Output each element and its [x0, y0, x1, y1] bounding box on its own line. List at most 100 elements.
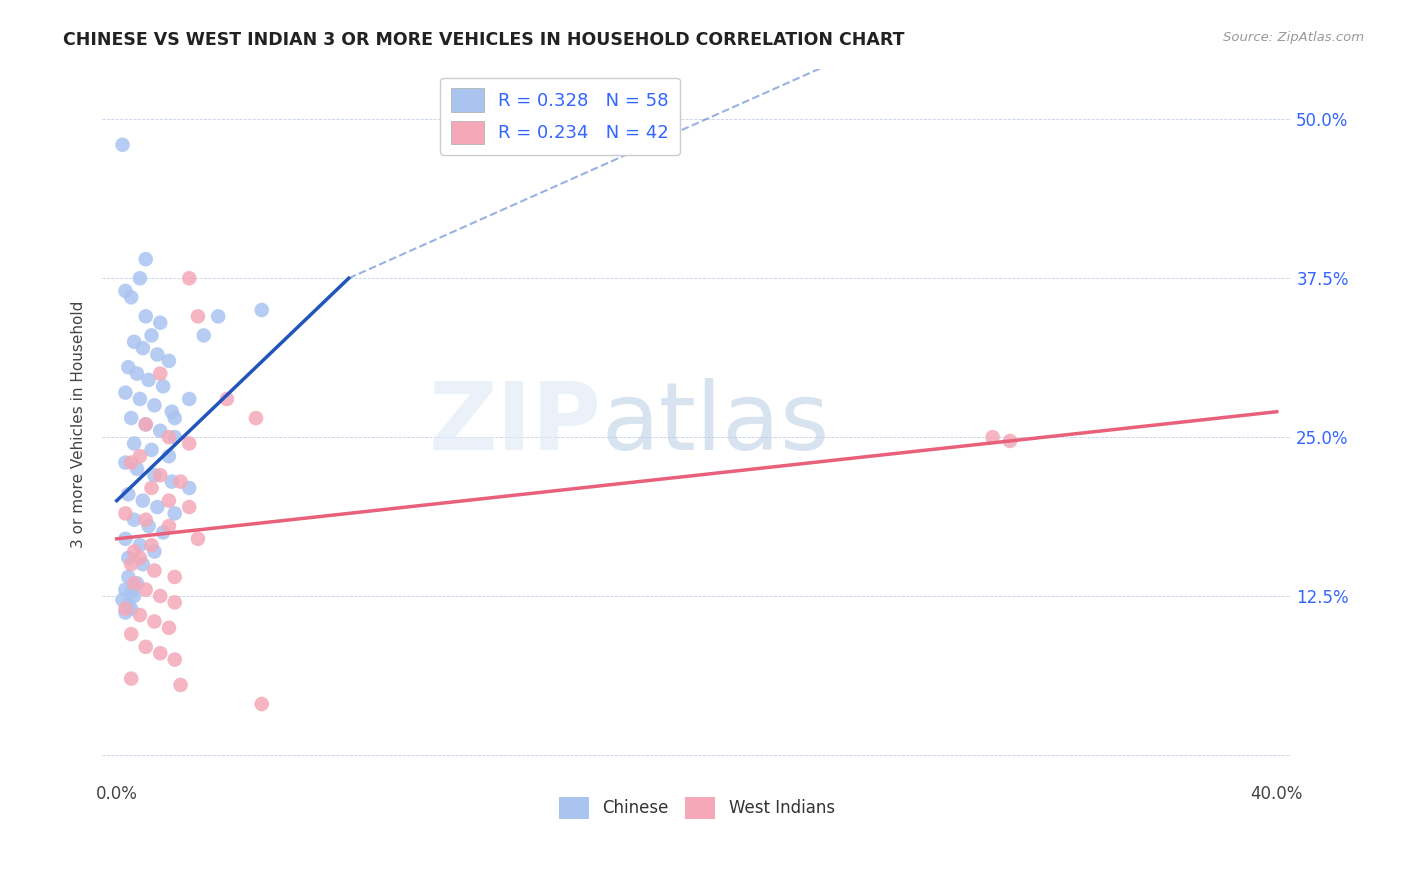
Point [179, 392, 201, 406]
Point [149, 589, 172, 603]
Point [120, 558, 142, 572]
Point [143, 615, 166, 629]
Point [120, 601, 142, 615]
Point [143, 398, 166, 412]
Point [143, 564, 166, 578]
Point [117, 550, 139, 565]
Point [114, 582, 136, 597]
Point [149, 316, 172, 330]
Point [157, 430, 180, 444]
Point [187, 310, 209, 324]
Point [157, 354, 180, 368]
Point [132, 341, 155, 355]
Point [163, 507, 186, 521]
Point [157, 621, 180, 635]
Point [129, 538, 152, 552]
Point [149, 468, 172, 483]
Point [122, 576, 145, 591]
Point [138, 519, 160, 533]
Point [152, 379, 174, 393]
Point [120, 627, 142, 641]
Point [117, 487, 139, 501]
Point [152, 525, 174, 540]
Point [117, 598, 139, 612]
Point [163, 595, 186, 609]
Point [179, 481, 201, 495]
Point [141, 538, 163, 552]
Point [135, 310, 157, 324]
Point [114, 385, 136, 400]
Point [157, 449, 180, 463]
Point [117, 570, 139, 584]
Point [207, 310, 229, 324]
Point [149, 646, 172, 660]
Point [114, 456, 136, 470]
Point [114, 606, 136, 620]
Text: ZIP: ZIP [429, 378, 602, 470]
Point [169, 678, 191, 692]
Point [111, 592, 134, 607]
Text: CHINESE VS WEST INDIAN 3 OR MORE VEHICLES IN HOUSEHOLD CORRELATION CHART: CHINESE VS WEST INDIAN 3 OR MORE VEHICLE… [63, 31, 905, 49]
Point [250, 303, 273, 318]
Point [129, 608, 152, 623]
Point [187, 532, 209, 546]
Point [179, 271, 201, 285]
Point [179, 436, 201, 450]
Point [132, 493, 155, 508]
Text: atlas: atlas [602, 378, 830, 470]
Point [157, 519, 180, 533]
Point [114, 284, 136, 298]
Point [125, 576, 148, 591]
Point [111, 137, 134, 152]
Point [160, 475, 183, 489]
Point [114, 532, 136, 546]
Point [135, 513, 157, 527]
Text: Source: ZipAtlas.com: Source: ZipAtlas.com [1223, 31, 1364, 45]
Point [120, 672, 142, 686]
Point [129, 449, 152, 463]
Point [163, 570, 186, 584]
Point [141, 481, 163, 495]
Point [120, 290, 142, 304]
Point [129, 392, 152, 406]
Point [125, 462, 148, 476]
Point [120, 585, 142, 599]
Point [117, 360, 139, 375]
Point [135, 582, 157, 597]
Point [141, 442, 163, 457]
Point [135, 252, 157, 267]
Point [245, 411, 267, 425]
Point [135, 417, 157, 432]
Point [141, 328, 163, 343]
Point [215, 392, 238, 406]
Point [114, 507, 136, 521]
Point [149, 367, 172, 381]
Point [132, 558, 155, 572]
Point [169, 475, 191, 489]
Point [135, 417, 157, 432]
Point [163, 652, 186, 666]
Point [122, 544, 145, 558]
Point [163, 411, 186, 425]
Point [146, 500, 169, 514]
Legend: Chinese, West Indians: Chinese, West Indians [553, 790, 841, 825]
Y-axis label: 3 or more Vehicles in Household: 3 or more Vehicles in Household [72, 301, 86, 548]
Point [135, 640, 157, 654]
Point [114, 601, 136, 615]
Point [981, 430, 1004, 444]
Point [157, 493, 180, 508]
Point [146, 347, 169, 361]
Point [125, 367, 148, 381]
Point [120, 411, 142, 425]
Point [129, 550, 152, 565]
Point [122, 334, 145, 349]
Point [179, 500, 201, 514]
Point [250, 697, 273, 711]
Point [122, 589, 145, 603]
Point [149, 424, 172, 438]
Point [120, 456, 142, 470]
Point [193, 328, 215, 343]
Point [122, 513, 145, 527]
Point [122, 436, 145, 450]
Point [160, 405, 183, 419]
